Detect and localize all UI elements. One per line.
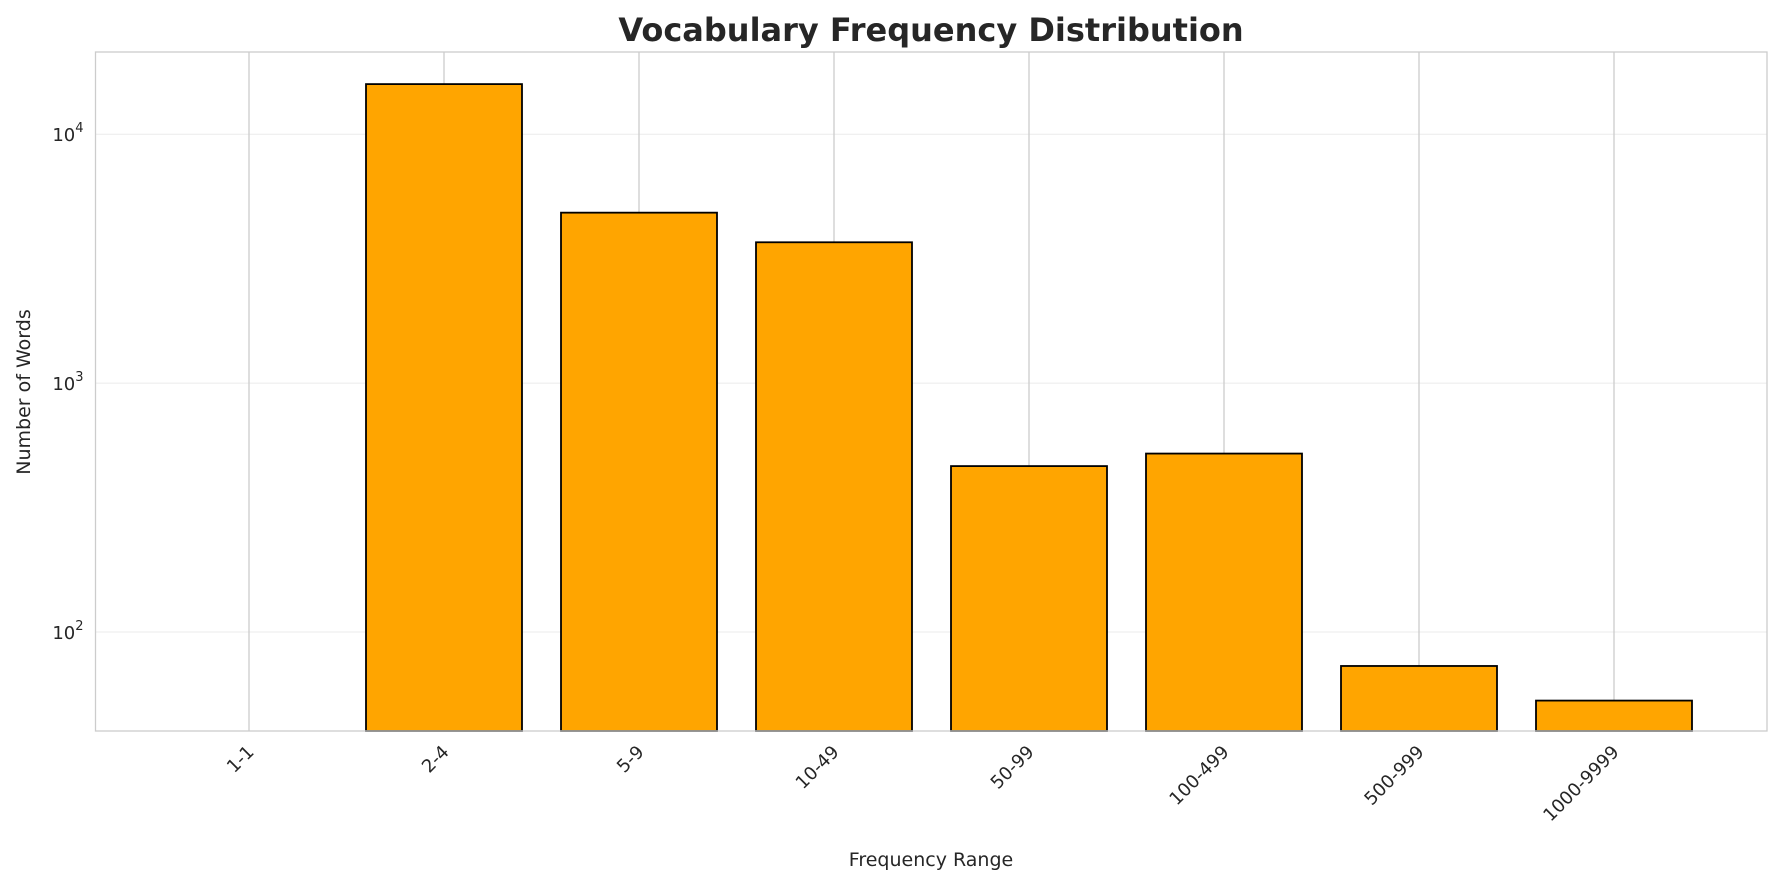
chart-title: Vocabulary Frequency Distribution: [618, 11, 1243, 49]
x-tick-label: 1000-9999: [1539, 742, 1623, 826]
bar-2-4: [365, 83, 523, 732]
x-tick-label: 500-999: [1360, 742, 1428, 810]
bar-1000-9999: [1535, 699, 1693, 732]
bar-5-9: [560, 211, 718, 732]
bar-500-999: [1340, 665, 1498, 732]
y-tick-label: 104: [52, 121, 83, 146]
x-tick-label: 1-1: [223, 742, 259, 778]
bar-100-499: [1145, 452, 1303, 732]
x-axis-label: Frequency Range: [849, 849, 1013, 871]
x-tick-label: 5-9: [613, 742, 649, 778]
plot-frame: [94, 51, 1768, 732]
x-tick-label: 2-4: [418, 742, 454, 778]
x-tick-label: 10-49: [792, 742, 844, 794]
bar-10-49: [755, 241, 913, 732]
y-axis-label: Number of Words: [13, 309, 35, 474]
y-tick-label: 103: [52, 370, 83, 395]
x-tick-label: 100-499: [1165, 742, 1233, 810]
bar-50-99: [950, 465, 1108, 732]
x-tick-label: 50-99: [987, 742, 1039, 794]
y-tick-label: 102: [52, 619, 83, 644]
